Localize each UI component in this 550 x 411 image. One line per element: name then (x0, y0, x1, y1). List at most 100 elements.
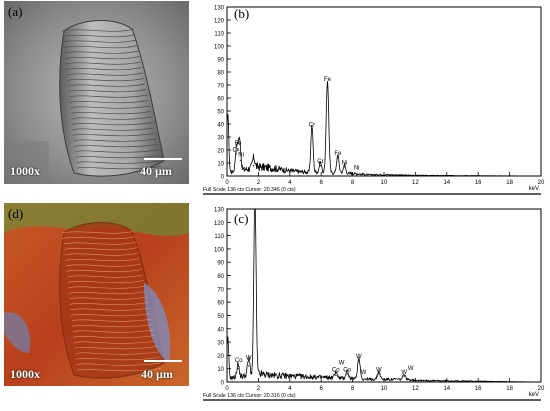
y-tick-label: 110 (214, 32, 224, 38)
magnification-label-a: 1000x (10, 164, 40, 178)
y-tick-label: 0 (221, 175, 225, 181)
peak-point (248, 365, 250, 367)
y-tick-label: 90 (217, 58, 224, 64)
spectrum-footer: Full Scale 136 cts Cursor: 20.316 (0 cts… (203, 393, 296, 399)
y-tick-label: 120 (214, 19, 225, 25)
plot-frame (226, 6, 542, 177)
peak-annotation: Co (343, 367, 351, 373)
x-tick-label: 2 (257, 386, 261, 392)
peak-annotation: Co (235, 358, 243, 364)
peak-point (239, 159, 241, 161)
peak-annotation: Fe (234, 141, 242, 147)
sem-image-panel: (a) 1000x 40 µm (4, 1, 189, 184)
x-tick-label: 14 (443, 180, 450, 186)
peak-annotation: W (339, 361, 345, 367)
scale-bar-a (144, 158, 182, 160)
peak-annotation: W (401, 370, 407, 376)
eds-spectrum-c: 0 10 20 30 40 50 60 70 80 90 100 110 120 130 0 2 4 6 8 10 12… (200, 203, 547, 406)
x-tick-label: 10 (381, 180, 388, 186)
x-tick-label: 20 (538, 386, 545, 392)
y-tick-label: 70 (217, 84, 224, 90)
element-map-image (4, 203, 189, 386)
scale-bar-d (144, 360, 182, 362)
spectrum-trace (226, 80, 541, 177)
x-tick-label: 4 (288, 180, 292, 186)
y-tick-label: 130 (214, 208, 225, 214)
peak-annotation: Fe (324, 77, 332, 83)
y-tick-label: 40 (217, 327, 224, 333)
panel-label-b: (b) (234, 6, 250, 21)
spectrum-plot-c: 0 10 20 30 40 50 60 70 80 90 100 110 120 130 0 2 4 6 8 10 12… (203, 208, 545, 401)
panel-label-c: (c) (234, 211, 249, 226)
y-tick-label: 30 (217, 136, 224, 142)
peak-annotation: W (356, 354, 362, 360)
x-tick-label: 6 (320, 180, 324, 186)
peak-annotation: W (376, 367, 382, 373)
y-tick-label: 50 (217, 314, 224, 320)
sem-micrograph (4, 1, 189, 184)
peak-point (346, 373, 348, 375)
x-tick-label: 14 (443, 386, 450, 392)
eds-spectrum-b: 0 10 20 30 40 50 60 70 80 90 100 110 120 130 0 2 4 6 8 10 12… (200, 1, 547, 200)
x-tick-label: 2 (257, 180, 261, 186)
x-tick-label: 20 (538, 180, 545, 186)
y-tick-label: 30 (217, 341, 224, 347)
y-tick-label: 40 (217, 123, 224, 129)
peak-point (337, 157, 339, 159)
x-tick-label: 0 (225, 180, 229, 186)
y-tick-label: 10 (217, 367, 224, 373)
y-tick-label: 60 (217, 301, 224, 307)
element-map-panel: (d) 1000x 40 µm (4, 203, 189, 386)
y-tick-label: 80 (217, 274, 224, 280)
peak-point (253, 165, 255, 167)
y-tick-label: 0 (221, 381, 225, 387)
peak-annotation: Ni (354, 166, 360, 172)
x-tick-label: 18 (506, 180, 513, 186)
x-tick-label: 16 (475, 180, 482, 186)
spectrum-trace (226, 208, 541, 383)
magnification-label-d: 1000x (10, 367, 40, 381)
peak-annotation: Ni (342, 160, 348, 166)
y-tick-label: 70 (217, 287, 224, 293)
x-tick-label: 0 (225, 386, 229, 392)
peak-annotation: Ni (238, 153, 244, 159)
y-tick-label: 90 (217, 261, 224, 267)
y-tick-label: 50 (217, 110, 224, 116)
y-tick-label: 80 (217, 71, 224, 77)
peak-point (319, 165, 322, 167)
x-tick-label: 16 (475, 386, 482, 392)
peak-point (227, 341, 229, 343)
peak-annotation: Fe (334, 151, 342, 157)
y-tick-label: 110 (214, 234, 224, 240)
peak-annotation: Cr (317, 159, 323, 165)
y-tick-label: 120 (214, 221, 225, 227)
x-tick-label: 4 (288, 386, 292, 392)
x-unit-label: keV (529, 392, 539, 398)
peak-annotation: Cr (309, 123, 315, 129)
x-tick-label: 6 (320, 386, 324, 392)
x-tick-label: 12 (412, 386, 419, 392)
peak-point (403, 376, 405, 378)
x-unit-label: keV (529, 186, 539, 192)
peak-point (378, 373, 380, 375)
peak-point (343, 166, 346, 168)
peak-point (254, 208, 256, 210)
peak-point (237, 368, 239, 370)
peak-point (335, 374, 337, 376)
peak-point (235, 153, 238, 155)
peak-annotation: W (408, 366, 414, 372)
y-tick-label: 20 (217, 149, 224, 155)
peak-annotation: Co (332, 367, 340, 373)
y-tick-label: 100 (214, 45, 225, 51)
x-tick-label: 8 (351, 180, 355, 186)
panel-label-a: (a) (8, 4, 23, 19)
peak-point (311, 128, 313, 130)
spectrum-plot-b: 0 10 20 30 40 50 60 70 80 90 100 110 120 130 0 2 4 6 8 10 12… (203, 6, 545, 195)
peak-annotation: Cr (232, 147, 238, 153)
x-tick-label: 12 (412, 180, 419, 186)
scale-label-d: 40 µm (141, 367, 173, 381)
y-tick-label: 60 (217, 97, 224, 103)
x-tick-label: 8 (351, 386, 355, 392)
y-tick-label: 130 (214, 6, 225, 12)
scale-label-a: 40 µm (140, 164, 172, 178)
